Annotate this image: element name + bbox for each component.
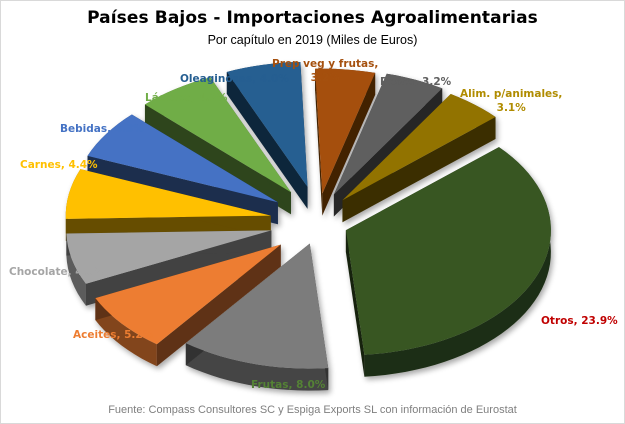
label-alim-animales: Alim. p/animales, 3.1% [460, 87, 562, 115]
slice-carnes [65, 169, 271, 219]
label-prep-line1: Prep veg y frutas, [272, 58, 379, 70]
slice-oleaginosas [226, 61, 308, 187]
label-lacteos: Lácteos, 4.2% [145, 92, 228, 104]
label-oleaginosas: Oleaginosas, 4.0% [180, 73, 289, 85]
chart-title: Países Bajos - Importaciones Agroaliment… [87, 8, 538, 28]
slice-aceites [95, 244, 281, 345]
slice-bebidas [87, 114, 278, 203]
slice-wall [144, 104, 291, 215]
slice-frutas [185, 243, 329, 369]
slice-prep-veg-y-frutas [315, 68, 376, 194]
slice-wall [226, 71, 308, 209]
slice-side [364, 147, 551, 377]
slice-side [185, 343, 329, 391]
label-aceites: Aceites, 5.2% [73, 329, 154, 341]
label-alim-line2: 3.1% [496, 102, 526, 114]
label-prep-veg-frutas: Prep veg y frutas, 3.2% [272, 57, 378, 85]
slice-alim-p-animales [342, 94, 496, 201]
label-carnes: Carnes, 4.4% [20, 159, 98, 171]
label-prep-line2: 3.2% [310, 72, 340, 84]
slice-wall [322, 72, 376, 216]
slice-chocolate [66, 230, 272, 284]
slice-wall [315, 68, 323, 216]
slice-pesca [333, 73, 443, 195]
chart-subtitle: Por capítulo en 2019 (Miles de Euros) [207, 33, 418, 47]
label-otros: Otros, 23.9% [541, 315, 618, 327]
label-alim-line1: Alim. p/animales, [460, 88, 563, 100]
slice-wall [345, 230, 365, 377]
label-frutas: Frutas, 8.0% [251, 379, 326, 391]
slice-otros [345, 147, 551, 355]
chart-source: Fuente: Compass Consultores SC y Espiga … [108, 404, 517, 416]
label-pesca: Pesca, 3.2% [380, 76, 452, 88]
label-bebidas: Bebidas, 4.3% [60, 123, 144, 135]
slice-wall [342, 117, 496, 223]
slice-l-cteos [144, 77, 291, 193]
label-chocolate: Chocolate, 4.5% [9, 266, 105, 278]
slice-side [66, 233, 86, 306]
